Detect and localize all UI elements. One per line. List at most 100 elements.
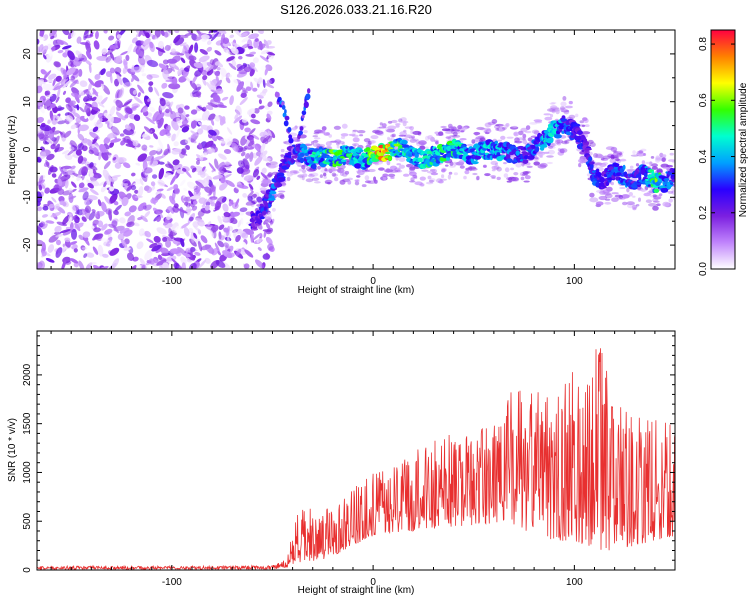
noise-blob (109, 105, 116, 117)
noise-blob (49, 166, 58, 173)
noise-blob (156, 146, 162, 152)
noise-blob (163, 219, 170, 226)
ridge-blob (663, 178, 670, 182)
noise-blob (131, 37, 138, 44)
noise-blob (37, 85, 43, 94)
noise-blob (165, 239, 172, 248)
noise-blob (113, 210, 119, 216)
noise-blob (55, 239, 62, 246)
ridge-blob (401, 144, 410, 149)
halo-blob (420, 183, 425, 187)
spur-blob (284, 115, 290, 121)
halo-blob (578, 158, 585, 163)
halo-blob (465, 167, 470, 171)
halo-blob (522, 133, 527, 139)
noise-blob (45, 220, 55, 224)
spur-blob (288, 134, 293, 139)
noise-blob (101, 151, 109, 161)
noise-blob (261, 167, 267, 174)
halo-blob (427, 175, 432, 180)
noise-blob (175, 250, 182, 257)
noise-blob (41, 250, 47, 257)
noise-blob (188, 55, 197, 61)
halo-blob (544, 116, 553, 121)
halo-blob (387, 136, 390, 141)
noise-blob (75, 149, 83, 156)
noise-blob (92, 234, 100, 241)
snr-series (37, 348, 675, 570)
noise-blob (182, 167, 187, 172)
halo-blob (547, 108, 555, 112)
halo-blob (671, 187, 675, 192)
halo-blob (398, 157, 406, 163)
colorbar: 0.0 0.2 0.4 0.6 0.8 Normalized spectral ampl… (698, 29, 749, 276)
ridge-blob (560, 118, 568, 122)
noise-blob (108, 35, 115, 41)
halo-blob (323, 175, 327, 179)
halo-blob (546, 161, 554, 165)
noise-blob (117, 40, 121, 49)
halo-blob (314, 181, 321, 184)
noise-blob (188, 216, 194, 222)
noise-blob (190, 130, 199, 137)
noise-blob (96, 55, 109, 61)
halo-blob (628, 192, 633, 197)
noise-blob (188, 262, 197, 269)
noise-blob (216, 66, 221, 71)
noise-blob (109, 116, 114, 128)
halo-blob (264, 216, 272, 221)
halo-blob (445, 131, 453, 134)
noise-blob (142, 107, 148, 113)
halo-blob (491, 169, 496, 172)
noise-blob (207, 102, 218, 108)
noise-blob (165, 236, 174, 242)
noise-blob (243, 66, 251, 73)
halo-blob (302, 173, 308, 178)
halo-blob (435, 133, 444, 136)
halo-blob (408, 136, 414, 139)
noise-blob (250, 233, 254, 243)
halo-blob (651, 166, 658, 170)
noise-blob (126, 185, 133, 192)
noise-blob (251, 200, 256, 205)
ridge-blob (494, 140, 498, 145)
noise-blob (59, 174, 71, 182)
halo-blob (610, 146, 618, 152)
halo-blob (459, 138, 467, 141)
noise-blob (82, 231, 91, 238)
noise-blob (242, 158, 250, 170)
noise-blob (56, 221, 68, 227)
halo-blob (409, 126, 414, 131)
noise-blob (69, 146, 75, 151)
noise-blob (40, 221, 46, 227)
halo-blob (504, 167, 510, 173)
halo-blob (409, 138, 417, 143)
noise-blob (202, 75, 208, 81)
ridge-blob (589, 163, 594, 170)
halo-blob (529, 122, 538, 125)
noise-blob (149, 145, 154, 148)
noise-blob (210, 230, 214, 238)
snr-y-tick-label: 1500 (22, 412, 33, 435)
noise-blob (102, 253, 109, 258)
halo-blob (515, 162, 522, 168)
noise-blob (208, 129, 217, 136)
halo-blob (340, 136, 346, 139)
noise-blob (244, 249, 254, 258)
colorbar-tick-label: 0.4 (698, 149, 709, 163)
halo-blob (496, 176, 501, 181)
noise-blob (137, 92, 141, 98)
ridge-blob (671, 179, 675, 183)
halo-blob (640, 188, 647, 192)
noise-blob (45, 258, 55, 263)
halo-blob (575, 113, 579, 118)
halo-blob (458, 160, 465, 164)
noise-blob (87, 182, 94, 189)
halo-blob (332, 173, 338, 177)
noise-blob (258, 105, 265, 110)
halo-blob (400, 120, 409, 124)
noise-blob (53, 61, 61, 68)
noise-blob (69, 241, 78, 245)
halo-blob (520, 176, 525, 181)
noise-blob (38, 44, 44, 53)
